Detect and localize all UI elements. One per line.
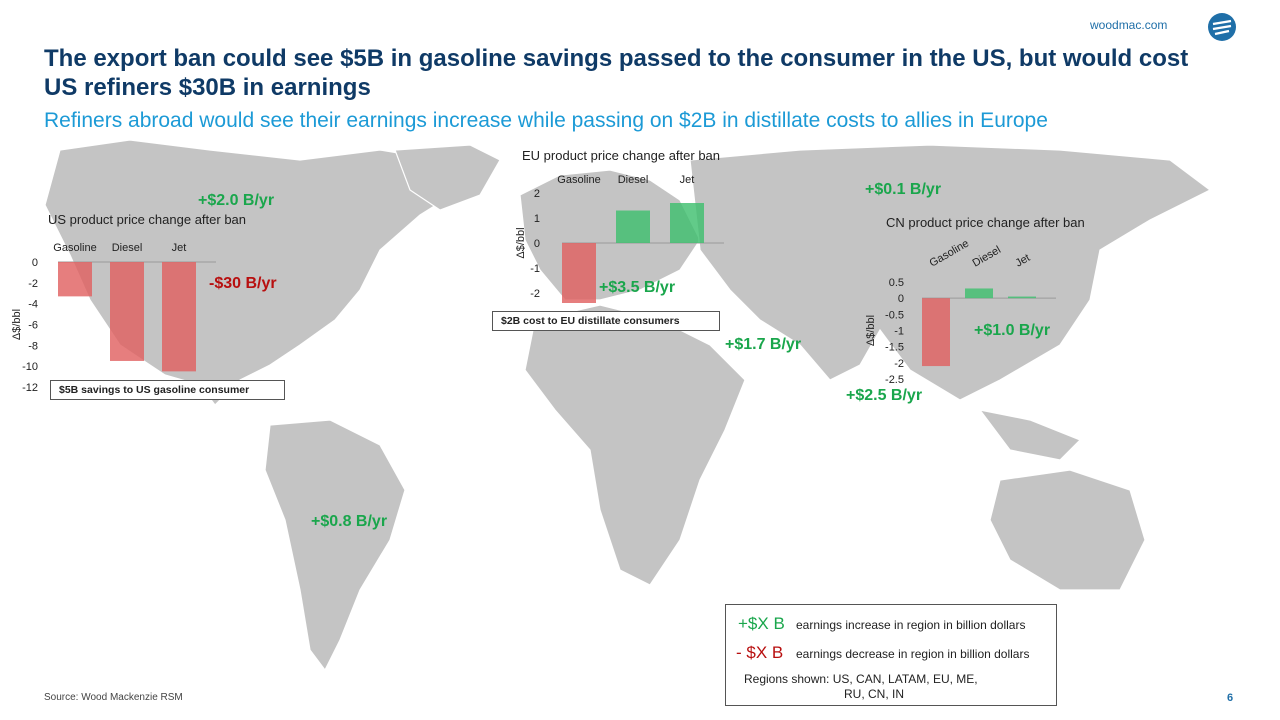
- us-category-label: Diesel: [112, 242, 143, 254]
- cn-category-label: Gasoline: [928, 237, 972, 269]
- cn-ytick-label: -1: [894, 326, 904, 338]
- label-us: -$30 B/yr: [209, 275, 277, 292]
- legend-increase-key: +$X B: [738, 614, 785, 633]
- us-ylabel: Δ$/bbl: [11, 309, 23, 340]
- eu-category-label: Diesel: [618, 174, 649, 186]
- eu-ytick-label: 0: [534, 238, 540, 250]
- eu-category-label: Gasoline: [557, 174, 600, 186]
- eu-bar-jet: [670, 203, 704, 243]
- us-category-label: Jet: [172, 242, 187, 254]
- asia-landmass: [689, 144, 1212, 401]
- label-cn: +$1.0 B/yr: [974, 322, 1051, 339]
- legend-decrease-key: - $X B: [736, 643, 784, 662]
- label-me: +$1.7 B/yr: [725, 336, 802, 353]
- greenland-landmass: [394, 144, 501, 211]
- us-ytick-label: -4: [28, 299, 38, 311]
- us-ytick-label: -12: [22, 382, 38, 392]
- eu-ytick-label: 1: [534, 213, 540, 225]
- north-america-landmass: [44, 139, 461, 406]
- legend-increase-text: earnings increase in region in billion d…: [796, 618, 1026, 632]
- eu-chart-title: EU product price change after ban: [522, 148, 720, 163]
- us-ytick-label: -10: [22, 361, 38, 373]
- eu-price-chart: EU product price change after ban 2 1 0 -1 -2…: [515, 148, 724, 303]
- label-eu: +$3.5 B/yr: [599, 279, 676, 296]
- eu-note-box: $2B cost to EU distillate consumers: [492, 311, 720, 331]
- eu-ytick-label: -1: [530, 263, 540, 275]
- cn-ylabel: Δ$/bbl: [865, 315, 877, 346]
- us-bar-diesel: [110, 262, 144, 361]
- australia-landmass: [989, 469, 1146, 591]
- cn-bar-gasoline: [922, 298, 950, 367]
- cn-bar-diesel: [965, 288, 993, 299]
- africa-landmass: [524, 304, 746, 586]
- us-category-label: Gasoline: [53, 242, 96, 254]
- page-title: The export ban could see $5B in gasoline…: [44, 45, 1189, 101]
- page-number: 6: [1227, 692, 1234, 704]
- page-subtitle: Refiners abroad would see their earnings…: [44, 109, 1048, 132]
- eu-category-label: Jet: [680, 174, 695, 186]
- legend-regions-line2: RU, CN, IN: [844, 687, 904, 701]
- cn-ytick-label: -1.5: [885, 342, 904, 354]
- us-bar-gasoline: [58, 262, 92, 297]
- south-america-landmass: [264, 419, 406, 672]
- legend-decrease-text: earnings decrease in region in billion d…: [796, 647, 1030, 661]
- us-ytick-label: -8: [28, 340, 38, 352]
- us-price-chart: US product price change after ban 0 -2 -4 -6…: [11, 212, 246, 392]
- label-latam: +$0.8 B/yr: [311, 513, 388, 530]
- us-ytick-label: -6: [28, 320, 38, 332]
- legend-box: +$X B earnings increase in region in bil…: [725, 604, 1057, 706]
- cn-category-label: Diesel: [971, 244, 1003, 270]
- label-ru: +$0.1 B/yr: [865, 181, 942, 198]
- label-in: +$2.5 B/yr: [846, 387, 923, 404]
- woodmac-logo-icon: [1208, 13, 1236, 41]
- brand-url[interactable]: woodmac.com: [1090, 18, 1168, 32]
- us-ytick-label: 0: [32, 257, 38, 269]
- eu-ytick-label: -2: [530, 288, 540, 300]
- us-ytick-label: -2: [28, 278, 38, 290]
- cn-bar-jet: [1008, 296, 1036, 299]
- us-note-box: $5B savings to US gasoline consumer: [50, 380, 285, 400]
- cn-ytick-label: -2: [894, 358, 904, 370]
- source-note: Source: Wood Mackenzie RSM: [44, 692, 183, 703]
- eu-ytick-label: 2: [534, 188, 540, 200]
- cn-ytick-label: -0.5: [885, 309, 904, 321]
- cn-ytick-label: -2.5: [885, 374, 904, 385]
- eu-bar-gasoline: [562, 243, 596, 303]
- eu-bar-diesel: [616, 210, 650, 243]
- se-asia-islands: [978, 409, 1082, 461]
- cn-ytick-label: 0: [898, 293, 904, 305]
- us-chart-title: US product price change after ban: [48, 212, 246, 227]
- label-can: +$2.0 B/yr: [198, 192, 275, 209]
- legend-regions-line1: Regions shown: US, CAN, LATAM, EU, ME,: [744, 672, 978, 686]
- cn-chart-title: CN product price change after ban: [886, 215, 1085, 230]
- cn-ytick-label: 0.5: [889, 277, 904, 289]
- cn-category-label: Jet: [1014, 252, 1033, 270]
- cn-price-chart: CN product price change after ban 0.5 0 -0.…: [865, 215, 1085, 385]
- eu-ylabel: Δ$/bbl: [515, 227, 527, 258]
- us-bar-jet: [162, 262, 196, 372]
